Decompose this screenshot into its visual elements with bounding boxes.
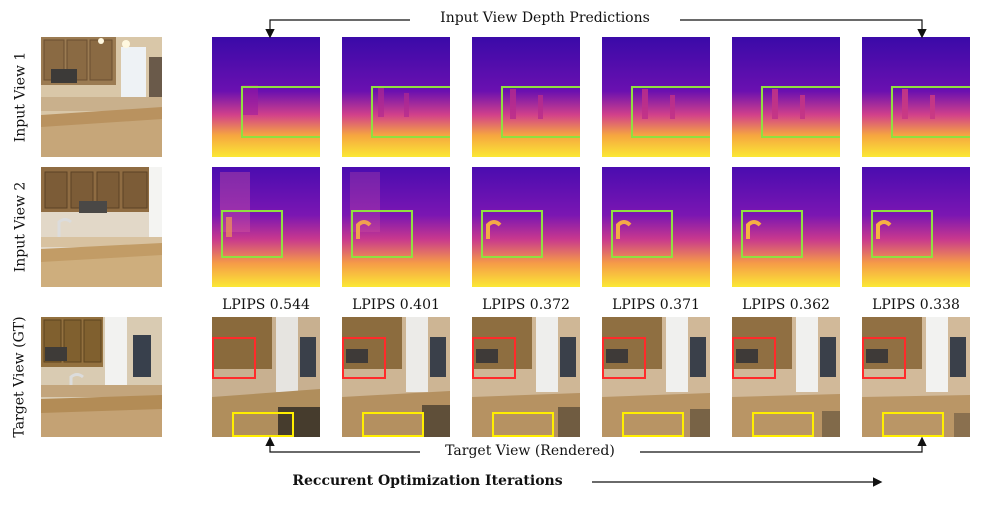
bottom-right-arrow [640, 436, 927, 453]
yellow-region-box [362, 412, 424, 437]
row-label-text: Input View 2 [12, 181, 29, 273]
red-region-box [472, 337, 516, 379]
depth-region-box [741, 210, 803, 258]
lpips-iter-4: LPIPS 0.371 [612, 297, 700, 313]
depth-view1-iter-3 [472, 37, 580, 157]
depth-region-box [221, 210, 283, 258]
depth-view2-iter-4 [602, 167, 710, 287]
red-region-box [342, 337, 386, 379]
lpips-iter-2: LPIPS 0.401 [352, 297, 440, 313]
depth-view2-iter-1 [212, 167, 320, 287]
yellow-region-box [622, 412, 684, 437]
depth-region-box [631, 86, 710, 138]
yellow-region-box [232, 412, 294, 437]
depth-region-box [351, 210, 413, 258]
depth-view2-iter-2 [342, 167, 450, 287]
bottom-left-arrow [265, 436, 420, 453]
depth-region-box [501, 86, 580, 138]
top-right-arrow [680, 19, 927, 39]
row-label-text: Input View 1 [12, 51, 29, 143]
depth-view1-iter-6 [862, 37, 970, 157]
input-view-1-photo [41, 37, 162, 157]
row-label-target-view: Target View (GT) [0, 316, 40, 438]
row-label-text: Target View (GT) [12, 316, 28, 438]
row-label-input-view-1: Input View 1 [0, 37, 40, 157]
rendered-target-iter-5 [732, 317, 840, 437]
bottom-caption: Target View (Rendered) [420, 443, 640, 459]
rendered-target-iter-4 [602, 317, 710, 437]
lpips-iter-1: LPIPS 0.544 [222, 297, 310, 313]
rendered-target-iter-6 [862, 317, 970, 437]
red-region-box [732, 337, 776, 379]
rendered-target-iter-2 [342, 317, 450, 437]
depth-view2-iter-3 [472, 167, 580, 287]
yellow-region-box [752, 412, 814, 437]
depth-region-box [761, 86, 840, 138]
input-view-2-photo [41, 167, 162, 287]
depth-region-box [371, 86, 450, 138]
depth-region-box [871, 210, 933, 258]
depth-region-box [611, 210, 673, 258]
depth-view2-iter-5 [732, 167, 840, 287]
red-region-box [212, 337, 256, 379]
top-left-arrow [265, 19, 410, 39]
depth-region-box [891, 86, 970, 138]
target-view-gt-photo [41, 317, 162, 437]
rendered-target-iter-1 [212, 317, 320, 437]
lpips-iter-5: LPIPS 0.362 [742, 297, 830, 313]
depth-view1-iter-5 [732, 37, 840, 157]
depth-region-box [241, 86, 320, 138]
depth-view1-iter-4 [602, 37, 710, 157]
depth-view2-iter-6 [862, 167, 970, 287]
row-label-input-view-2: Input View 2 [0, 167, 40, 287]
lpips-iter-6: LPIPS 0.338 [872, 297, 960, 313]
top-caption: Input View Depth Predictions [410, 10, 680, 26]
lpips-iter-3: LPIPS 0.372 [482, 297, 570, 313]
depth-view1-iter-2 [342, 37, 450, 157]
red-region-box [862, 337, 906, 379]
yellow-region-box [492, 412, 554, 437]
iterations-axis-label: Reccurent Optimization Iterations [292, 473, 563, 489]
yellow-region-box [882, 412, 944, 437]
depth-region-box [481, 210, 543, 258]
depth-view1-iter-1 [212, 37, 320, 157]
rendered-target-iter-3 [472, 317, 580, 437]
red-region-box [602, 337, 646, 379]
